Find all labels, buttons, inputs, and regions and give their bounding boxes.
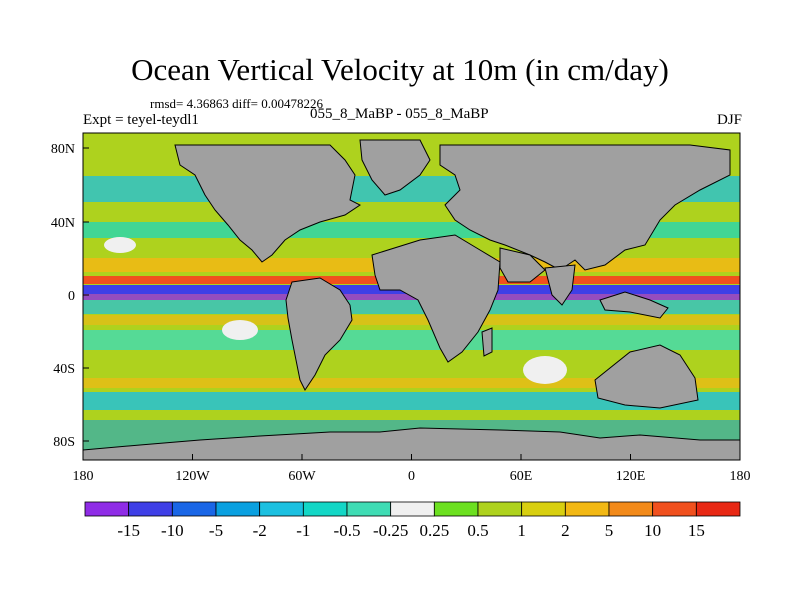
southern-ocean-band bbox=[83, 392, 740, 410]
colorbar bbox=[84, 501, 741, 517]
colorbar-labels: -15 -10 -5 -2 -1 -0.5 -0.25 0.25 0.5 1 2 5 10 15 bbox=[117, 521, 705, 540]
land-antarctica bbox=[83, 427, 740, 460]
south-tropic-orange-band bbox=[83, 315, 740, 325]
colorbar-swatch bbox=[477, 501, 523, 517]
land-greenland bbox=[359, 139, 431, 196]
plot-title: Ocean Vertical Velocity at 10m (in cm/da… bbox=[131, 52, 669, 87]
colorbar-label: -0.25 bbox=[373, 521, 408, 540]
colorbar-swatch bbox=[433, 501, 479, 517]
colorbar-swatch bbox=[302, 501, 348, 517]
land-india bbox=[544, 264, 576, 306]
colorbar-label: -15 bbox=[117, 521, 140, 540]
colorbar-swatch bbox=[84, 501, 130, 517]
land-australia bbox=[594, 344, 699, 409]
white-patch-north-pacific bbox=[104, 237, 136, 253]
experiment-runs-label: 055_8_MaBP - 055_8_MaBP bbox=[310, 106, 489, 122]
y-tick-label: 80N bbox=[51, 142, 75, 157]
colorbar-swatch bbox=[259, 501, 304, 517]
colorbar-swatch bbox=[390, 501, 435, 517]
y-tick-label: 0 bbox=[68, 289, 75, 304]
land-arabia bbox=[499, 247, 546, 283]
colorbar-swatch bbox=[695, 501, 741, 517]
colorbar-label: 1 bbox=[517, 521, 526, 540]
colorbar-swatch bbox=[521, 501, 566, 517]
south-subtropic-band bbox=[83, 330, 740, 350]
white-patch-pacific bbox=[222, 320, 258, 340]
colorbar-swatch bbox=[171, 501, 217, 517]
land-madagascar bbox=[481, 327, 493, 357]
y-tick-label: 40N bbox=[51, 216, 75, 231]
colorbar-swatch bbox=[215, 501, 261, 517]
season-label: DJF bbox=[716, 112, 742, 128]
colorbar-label: 5 bbox=[605, 521, 614, 540]
y-tick-label: 80S bbox=[53, 435, 75, 450]
colorbar-label: -1 bbox=[296, 521, 310, 540]
x-tick-label: 60E bbox=[510, 469, 533, 484]
x-axis: 180 120W 60W 0 60E 120E 180 bbox=[73, 454, 751, 484]
colorbar-label: -10 bbox=[161, 521, 184, 540]
equator-purple-band bbox=[83, 294, 740, 300]
x-tick-label: 120W bbox=[175, 469, 210, 484]
colorbar-label: 0.25 bbox=[419, 521, 449, 540]
south-equator-band bbox=[83, 300, 740, 314]
land-north-america bbox=[174, 144, 361, 263]
colorbar-label: 15 bbox=[688, 521, 705, 540]
colorbar-swatch bbox=[346, 501, 392, 517]
stats-line: rmsd= 4.36863 diff= 0.00478226 bbox=[150, 96, 323, 111]
colorbar-label: 10 bbox=[644, 521, 661, 540]
land-south-america bbox=[285, 277, 353, 391]
colorbar-label: -5 bbox=[209, 521, 223, 540]
y-axis: 80N 40N 0 40S 80S bbox=[51, 142, 89, 450]
colorbar-label: -0.5 bbox=[334, 521, 361, 540]
white-patch-indian bbox=[523, 356, 567, 384]
experiment-label: Expt = teyel-teydl1 bbox=[83, 112, 199, 128]
land-eurasia bbox=[439, 144, 731, 271]
x-tick-label: 0 bbox=[408, 469, 415, 484]
x-tick-label: 120E bbox=[616, 469, 646, 484]
colorbar-swatch bbox=[652, 501, 697, 517]
colorbar-label: -2 bbox=[253, 521, 267, 540]
land-maritime-continent bbox=[599, 291, 669, 319]
x-tick-label: 180 bbox=[730, 469, 751, 484]
south-orange-band bbox=[83, 378, 740, 388]
y-tick-label: 40S bbox=[53, 362, 75, 377]
colorbar-swatch bbox=[128, 501, 173, 517]
x-tick-label: 180 bbox=[73, 469, 94, 484]
colorbar-swatch bbox=[564, 501, 610, 517]
land-masses bbox=[83, 139, 740, 460]
colorbar-label: 0.5 bbox=[467, 521, 488, 540]
ocean-field bbox=[83, 133, 740, 460]
land-africa bbox=[371, 234, 501, 363]
colorbar-swatch bbox=[608, 501, 654, 517]
colorbar-label: 2 bbox=[561, 521, 570, 540]
x-tick-label: 60W bbox=[288, 469, 316, 484]
